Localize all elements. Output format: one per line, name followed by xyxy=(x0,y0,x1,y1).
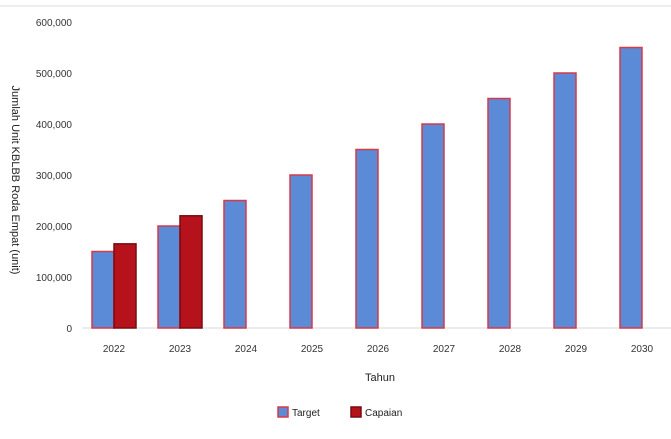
x-tick-label: 2023 xyxy=(169,344,192,355)
y-tick-label: 300,000 xyxy=(36,171,73,182)
y-tick-label: 100,000 xyxy=(36,273,73,284)
y-axis-title: Jumlah Unit KBLBB Roda Empat (unit) xyxy=(9,86,21,275)
y-tick-label: 600,000 xyxy=(36,18,73,29)
bar-target-2028 xyxy=(487,97,511,329)
bar-target-2030 xyxy=(619,46,643,329)
y-tick-label: 200,000 xyxy=(36,222,73,233)
x-tick-label: 2026 xyxy=(367,344,390,355)
bar-capaian-2023 xyxy=(179,215,203,329)
bar-target-2023 xyxy=(157,225,181,329)
y-tick-label: 500,000 xyxy=(36,69,73,80)
legend: Target Capaian xyxy=(277,406,402,419)
y-axis-ticks: 0 100,000 200,000 300,000 400,000 500,000 600,… xyxy=(36,18,73,335)
bar-target-2026 xyxy=(355,148,379,329)
x-tick-label: 2027 xyxy=(433,344,456,355)
x-tick-label: 2022 xyxy=(103,344,126,355)
x-axis-title: Tahun xyxy=(365,372,395,384)
x-tick-label: 2029 xyxy=(565,344,588,355)
y-tick-label: 400,000 xyxy=(36,120,73,131)
legend-label-target: Target xyxy=(292,408,320,419)
bar-target-2022 xyxy=(91,250,115,329)
x-tick-label: 2025 xyxy=(301,344,324,355)
bar-target-2027 xyxy=(421,123,445,329)
x-tick-label: 2024 xyxy=(235,344,258,355)
legend-label-capaian: Capaian xyxy=(365,408,402,419)
y-tick-label: 0 xyxy=(66,324,72,335)
bar-target-2029 xyxy=(553,72,577,329)
bar-target-2024 xyxy=(223,199,247,329)
x-tick-label: 2028 xyxy=(499,344,522,355)
legend-swatch-target xyxy=(277,406,289,418)
bar-capaian-2022 xyxy=(113,243,137,329)
x-axis-ticks: 2022 2023 2024 2025 2026 2027 2028 2029 2030 xyxy=(103,344,654,355)
bars-group xyxy=(91,46,643,329)
legend-swatch-capaian xyxy=(350,406,362,418)
bar-target-2025 xyxy=(289,174,313,329)
x-tick-label: 2030 xyxy=(631,344,654,355)
